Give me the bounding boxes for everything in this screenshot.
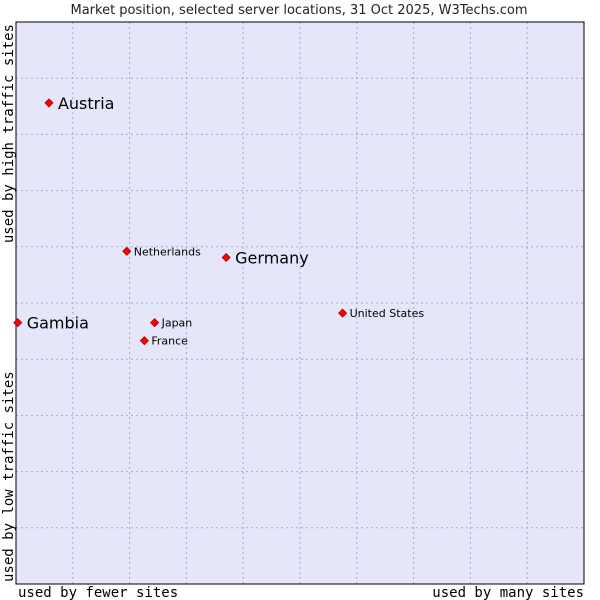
point-label-netherlands: Netherlands — [134, 245, 201, 258]
data-points: Austria Germany Gambia Netherlands United St… — [13, 94, 425, 348]
point-label-gambia: Gambia — [27, 314, 89, 333]
point-marker-japan — [150, 318, 160, 328]
plot-border — [15, 21, 585, 585]
point-marker-netherlands — [122, 246, 132, 256]
grid-lines — [16, 22, 584, 584]
y-axis-label-high: used by high traffic sites — [1, 24, 17, 243]
point-marker-germany — [221, 252, 231, 263]
point-label-japan: Japan — [161, 317, 193, 330]
point-marker-austria — [44, 98, 54, 108]
point-marker-gambia — [13, 318, 23, 328]
x-axis-label-fewer: used by fewer sites — [18, 585, 178, 600]
point-label-france: France — [151, 335, 188, 348]
point-marker-france — [139, 336, 149, 346]
point-label-united-states: United States — [350, 307, 425, 320]
point-marker-united-states — [338, 308, 348, 318]
point-label-germany: Germany — [235, 248, 309, 267]
y-axis-label-low: used by low traffic sites — [1, 371, 17, 582]
x-axis-label-many: used by many sites — [432, 585, 584, 600]
chart-title: Market position, selected server locatio… — [70, 3, 527, 18]
point-label-austria: Austria — [58, 94, 115, 113]
